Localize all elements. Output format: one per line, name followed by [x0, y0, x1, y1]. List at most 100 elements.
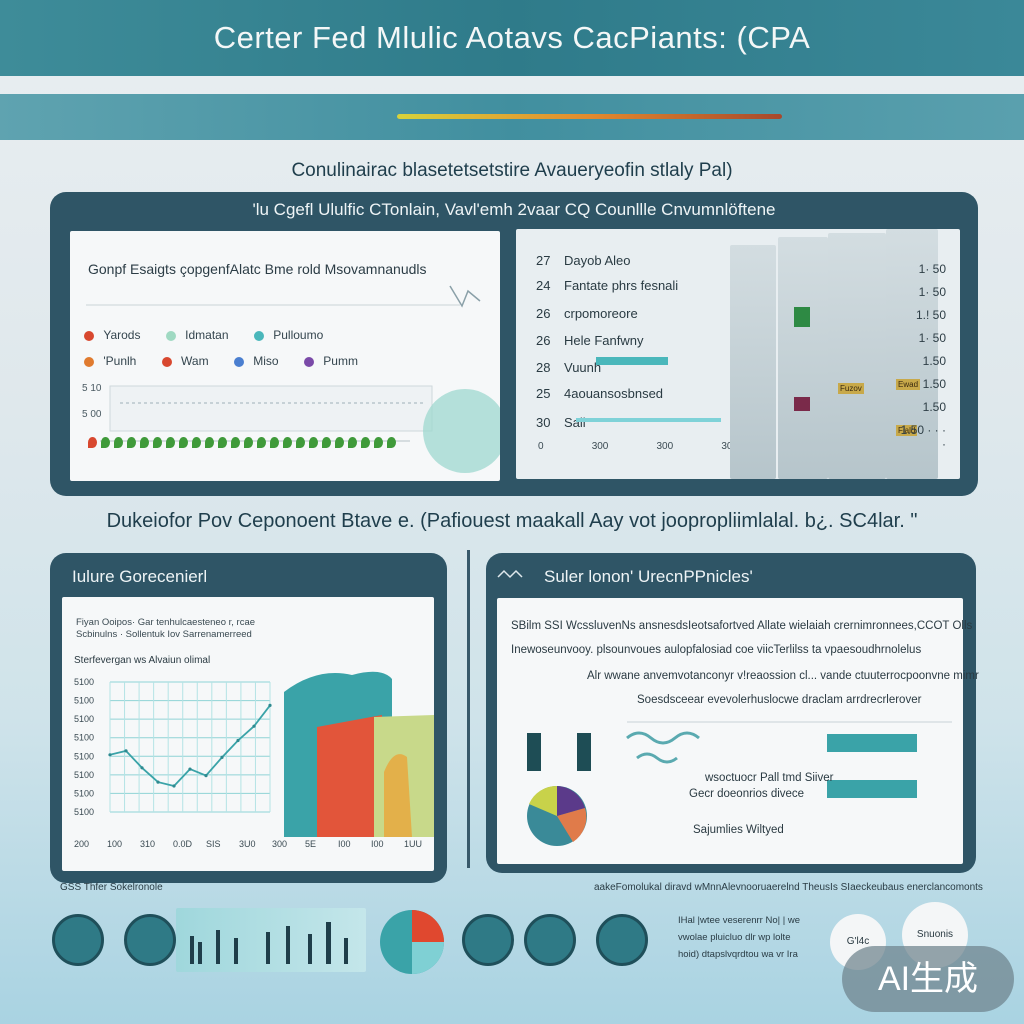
caption: Sajumlies Wiltyed	[693, 824, 784, 836]
x-tick-label: 3U0	[239, 839, 256, 849]
lever-icon[interactable]	[596, 914, 648, 966]
caption: Gecr doeonrios divece	[689, 788, 805, 800]
x-tick-label: SIS	[206, 839, 221, 849]
side-value: 1· 50	[918, 262, 946, 276]
x-tick-label: I00	[371, 839, 384, 849]
y-tick-label: 5100	[74, 696, 94, 706]
forecast-card[interactable]: Fiyan Ooipos· Gar tenhulcaesteneo r, rca…	[62, 597, 434, 871]
side-value: 1.50	[922, 377, 946, 391]
column-block	[778, 237, 828, 479]
crane-icon[interactable]	[124, 914, 176, 966]
paragraph-line: Soesdsceear evevolerhuslocwe draclam arr…	[637, 694, 922, 706]
teal-bar	[827, 734, 917, 752]
block-tag: Fuzov	[838, 383, 864, 394]
x-tick-label: 310	[140, 839, 155, 849]
scores-card-graphics	[576, 357, 721, 422]
score-row: 26 Hele Fanfwny	[536, 333, 644, 348]
series-point	[140, 766, 144, 770]
side-value: 1.50 · · · ·	[900, 423, 946, 451]
y-tick-label: 5100	[74, 788, 94, 798]
leaf-marker-icon	[335, 437, 344, 448]
skyline-strip	[176, 908, 366, 972]
leaf-marker-icon	[309, 437, 318, 448]
green-dot-icon	[165, 330, 176, 341]
green-marker-icon	[794, 307, 810, 327]
leaf-marker-icon	[179, 437, 188, 448]
leaf-marker-row	[88, 435, 408, 449]
series-point	[204, 774, 208, 778]
leaf-marker-icon	[218, 437, 227, 448]
x-tick-label: 200	[74, 839, 89, 849]
forecast-panel: Iulure Gorecenierl Fiyan Ooipos· Gar ten…	[50, 553, 447, 883]
score-row: 25 4aouansosbnsed	[536, 386, 664, 401]
summary-card[interactable]: Gonpf Esaigts çopgenfAlatc Bme rold Msov…	[70, 231, 500, 481]
x-tick-label: 300	[272, 839, 287, 849]
series-point	[124, 749, 128, 753]
paragraph-line: SBilm SSI WcssluvenNs ansnesdsIeotsafort…	[511, 620, 973, 632]
leaf-marker-icon	[153, 437, 162, 448]
footer-info-text: IHal |wtee veserenrr No| | we vwolae plu…	[678, 915, 800, 960]
cursor-sketch-icon	[449, 285, 481, 308]
y-tick-label: 5100	[74, 770, 94, 780]
app-header	[0, 0, 1024, 76]
legend-label: Pulloumo	[273, 328, 324, 342]
block-tag: Ewad	[896, 379, 921, 390]
caption: wsoctuocr Pall tmd Siiver	[705, 772, 834, 784]
ai-generated-badge: AI生成	[842, 946, 1014, 1012]
person-figure-icon	[527, 733, 541, 771]
column-block: Fuzov	[828, 233, 886, 479]
principles-graphics	[527, 721, 952, 846]
leaf-marker-icon	[114, 437, 123, 448]
y-tick-label: 5100	[74, 714, 94, 724]
y-tick-label: 5100	[74, 733, 94, 743]
series-point	[108, 753, 112, 757]
axis-label: 5 10	[82, 383, 102, 394]
person-figure-icon	[577, 733, 591, 771]
legend-row-2: 'Punlh Wam Miso Pumm	[84, 354, 380, 368]
leaf-marker-icon	[166, 437, 175, 448]
aircraft-icon[interactable]	[462, 914, 514, 966]
leaf-marker-icon	[192, 437, 201, 448]
legend-label: Miso	[253, 354, 279, 368]
tower-icon[interactable]	[524, 914, 576, 966]
legend-label: Yarods	[103, 328, 141, 342]
score-x-ticks: 0 300 300 300	[538, 441, 738, 452]
column-block: Ewad Fiald	[886, 229, 938, 479]
legend-label: Idmatan	[185, 328, 229, 342]
x-tick-label: I00	[338, 839, 351, 849]
swirl-icon	[636, 752, 678, 764]
score-row: 26 crpomoreore	[536, 306, 638, 321]
legend-row-1: Yarods Idmatan Pulloumo	[84, 328, 345, 342]
leaf-marker-icon	[348, 437, 357, 448]
pie-slice	[529, 785, 557, 816]
score-row: 27 Dayob Aleo	[536, 253, 631, 268]
principles-card[interactable]: SBilm SSI WcssluvenNs ansnesdsIeotsafort…	[497, 598, 979, 864]
leaf-marker-icon	[270, 437, 279, 448]
leaf-marker-icon	[205, 437, 214, 448]
y-tick-label: 5100	[74, 751, 94, 761]
block-tag: Fiald	[896, 425, 918, 436]
teal-dot-icon	[253, 330, 264, 341]
orange-dot-icon	[84, 356, 94, 367]
machinery-icon[interactable]	[52, 914, 104, 966]
scores-card[interactable]: 27 Dayob Aleo 24 Fantate phrs fesnali 26 cr…	[516, 229, 960, 479]
maroon-marker-icon	[794, 397, 810, 411]
summary-card-graphics	[86, 285, 500, 473]
swirl-icon	[626, 731, 700, 745]
footer-note-left: GSS Thfer Sokelronole	[60, 882, 163, 893]
side-value: 1· 50	[918, 331, 946, 345]
top-panel-title: 'lu Cgefl Ululfic CTonlain, Vavl'emh 2va…	[252, 200, 776, 219]
pie-slice	[557, 786, 585, 816]
y-tick-label: 5100	[74, 677, 94, 687]
teal-blob	[423, 389, 500, 473]
leaf-marker-icon	[127, 437, 136, 448]
series-point	[188, 767, 192, 771]
red-block	[317, 715, 382, 837]
legend-label: Pumm	[323, 354, 358, 368]
score-axis-highlight	[576, 418, 721, 422]
forecast-legend: Scbinulns · Sollentuk Iov Sarrenamerreed	[76, 629, 252, 640]
legend-label: Wam	[181, 354, 209, 368]
red-dot-icon	[161, 356, 172, 367]
series-point	[156, 780, 160, 784]
paragraph-line: Inewoseunvooy. plsounvoues aulopfalosiad…	[511, 644, 922, 656]
